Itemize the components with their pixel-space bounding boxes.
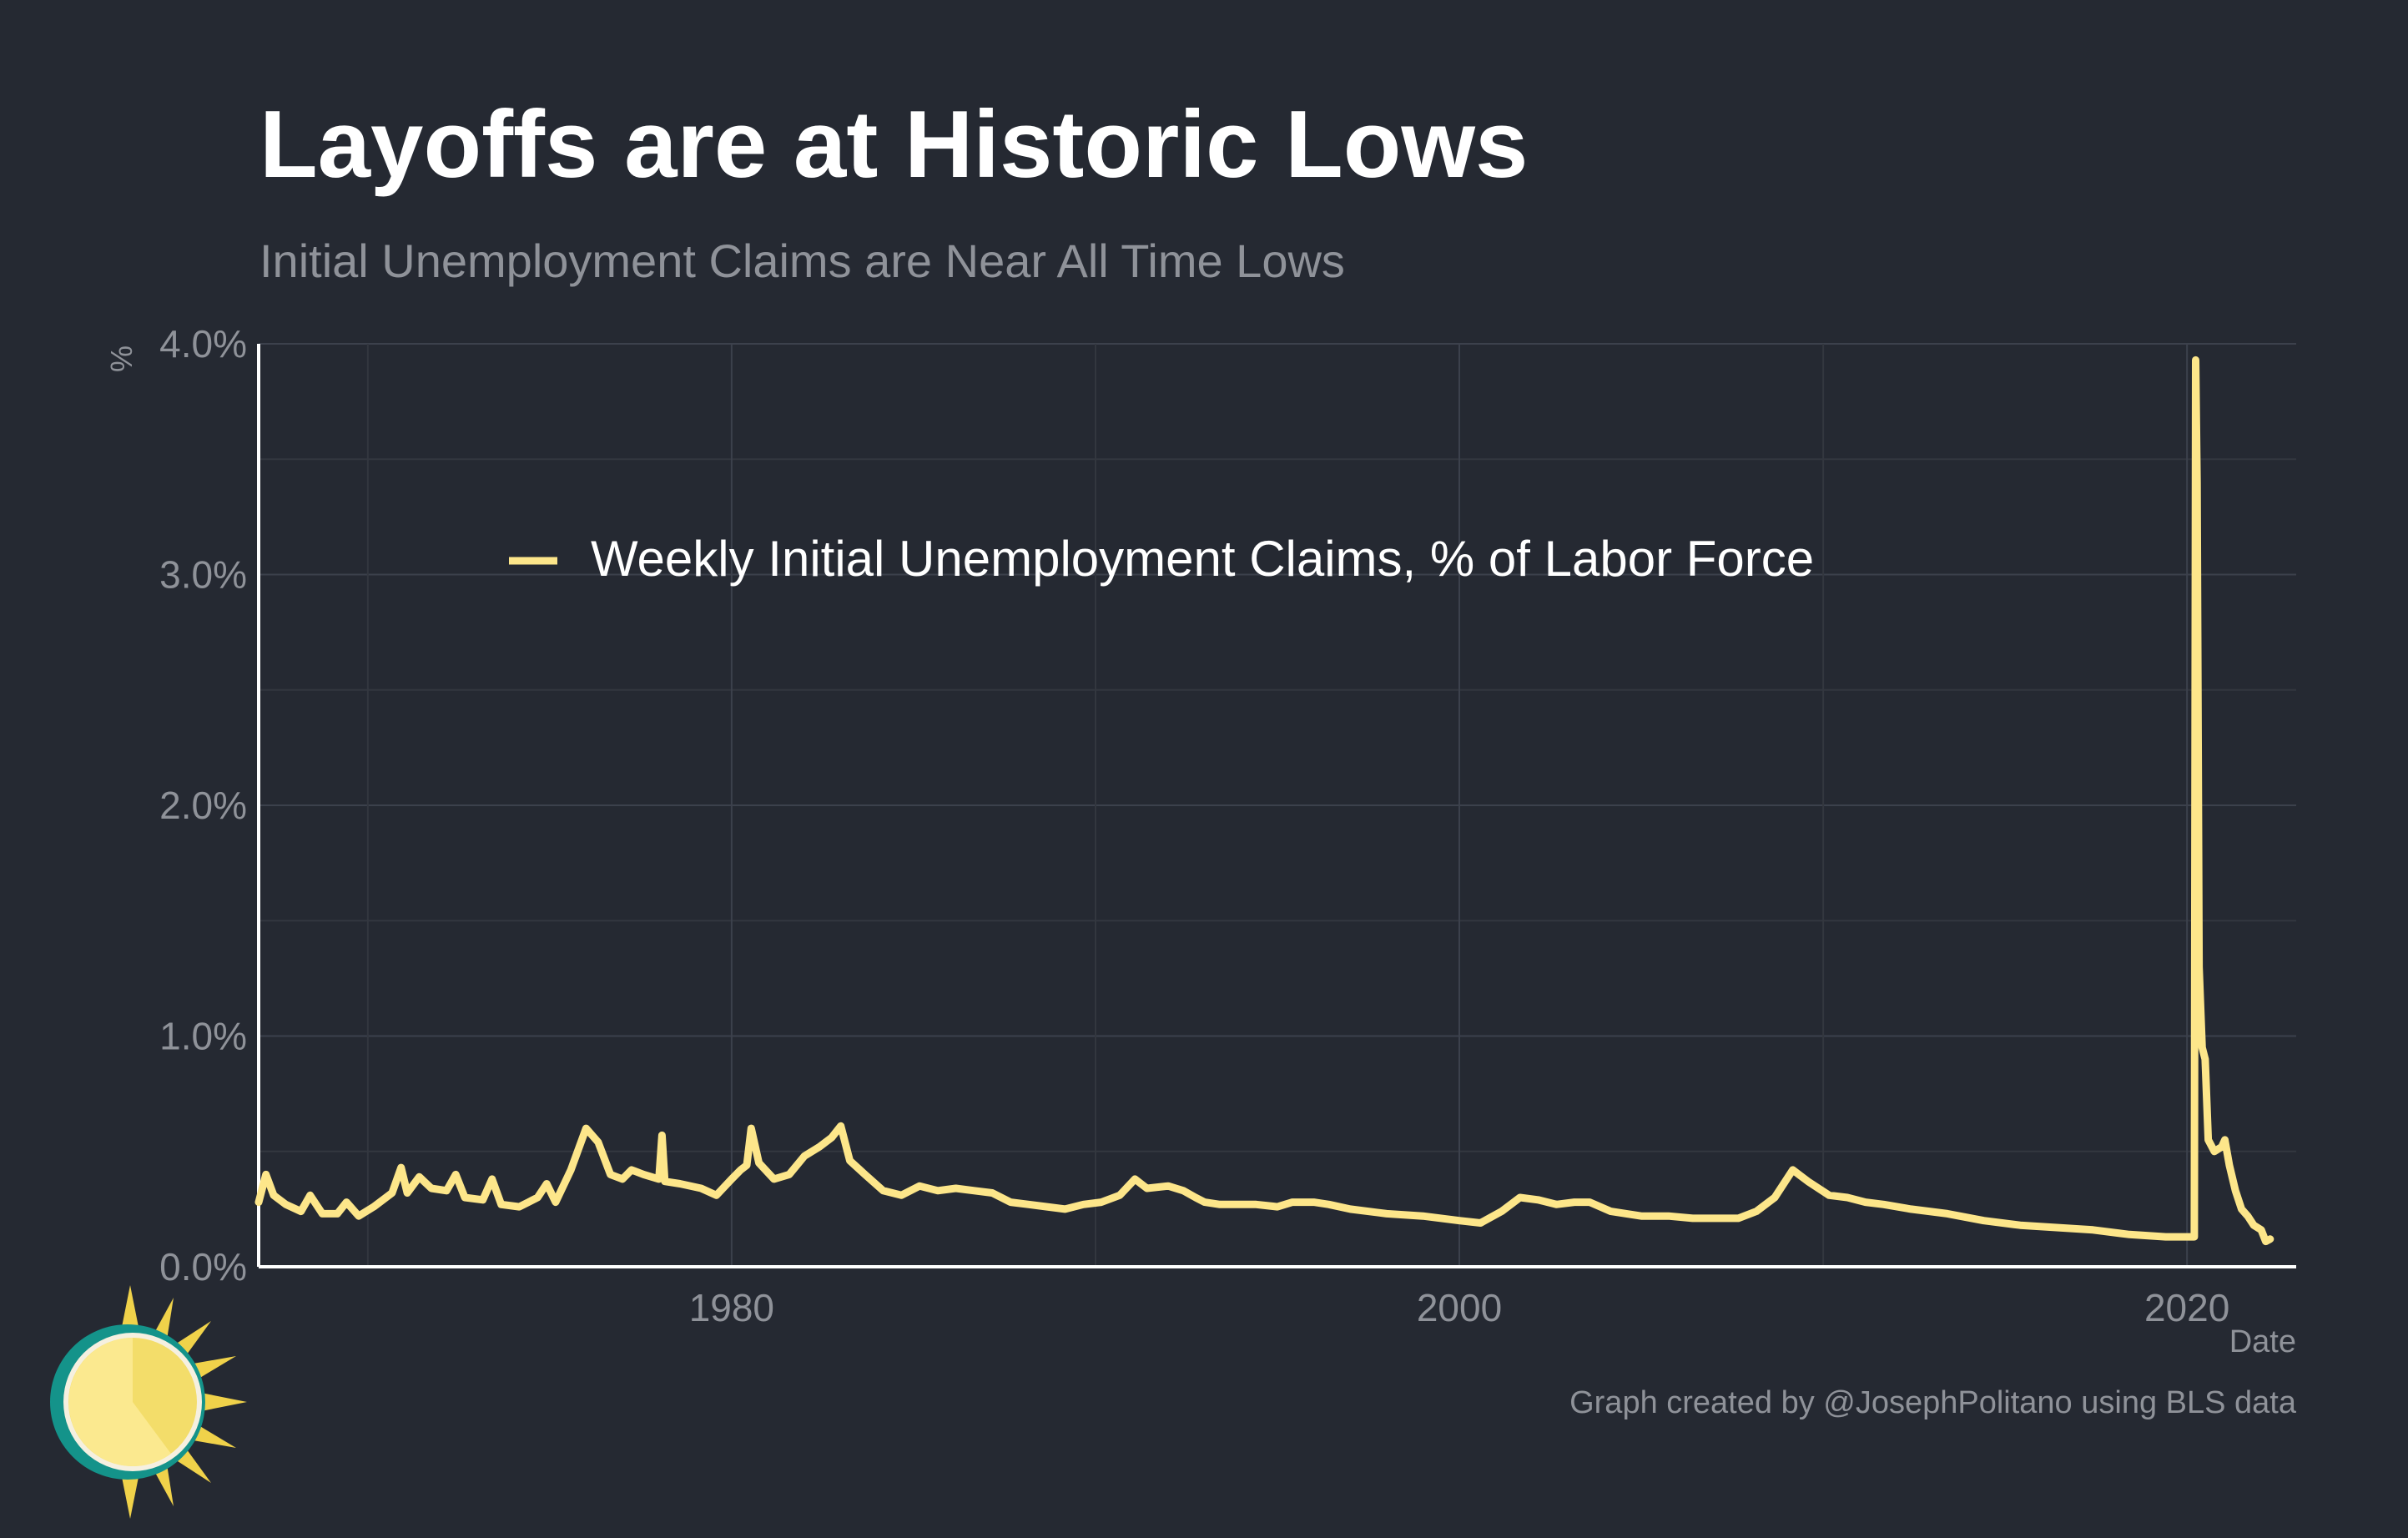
- x-tick-label: 1980: [689, 1286, 774, 1329]
- y-tick-label: 1.0%: [159, 1015, 247, 1058]
- x-axis-label: Date: [2229, 1324, 2296, 1359]
- y-tick-label: 3.0%: [159, 553, 247, 597]
- y-axis-label: %: [104, 345, 139, 372]
- chart-subtitle: Initial Unemployment Claims are Near All…: [259, 234, 1345, 287]
- chart-title: Layoffs are at Historic Lows: [259, 92, 1529, 198]
- x-tick-label: 2020: [2144, 1286, 2229, 1329]
- source-caption: Graph created by @JosephPolitano using B…: [1569, 1385, 2296, 1420]
- x-tick-label: 2000: [1417, 1286, 1502, 1329]
- series-line: [254, 356, 2275, 1246]
- legend-label: Weekly Initial Unemployment Claims, % of…: [591, 531, 1814, 587]
- y-tick-label: 0.0%: [159, 1245, 247, 1288]
- sun-logo-icon: [50, 1285, 247, 1519]
- y-tick-label: 4.0%: [159, 322, 247, 366]
- y-tick-label: 2.0%: [159, 784, 247, 827]
